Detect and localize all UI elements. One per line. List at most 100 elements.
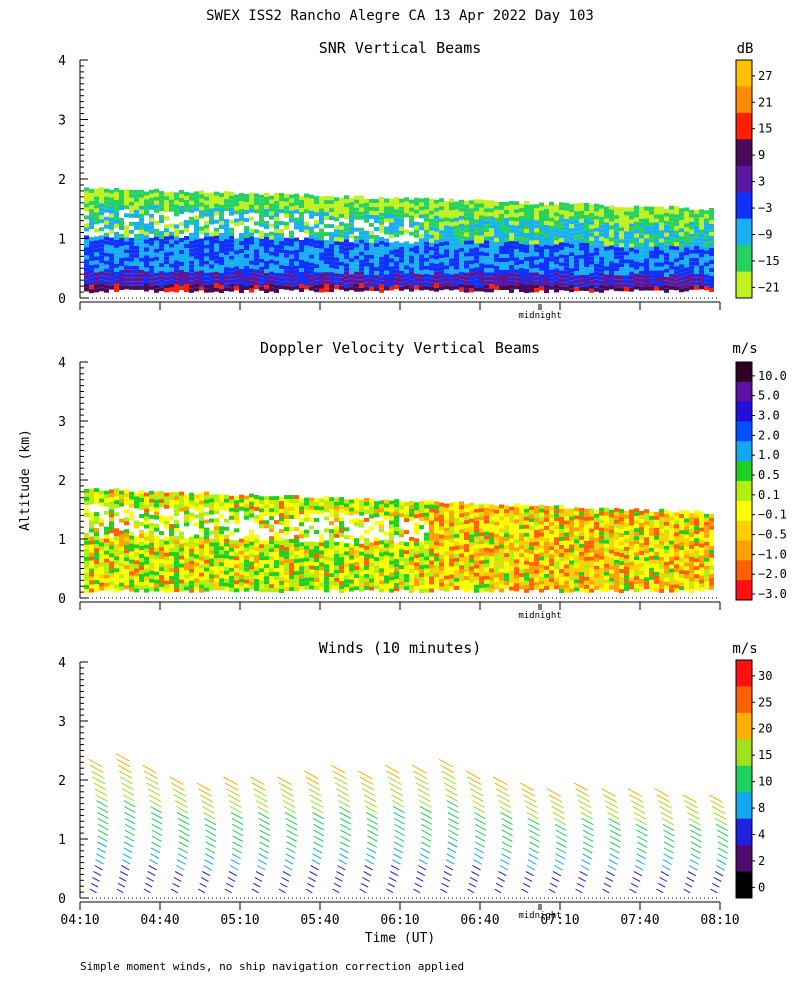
field-cell: [174, 556, 179, 561]
field-cell: [399, 565, 404, 570]
field-cell: [564, 548, 569, 553]
field-cell: [459, 545, 464, 550]
field-cell: [514, 201, 519, 206]
field-cell: [469, 538, 474, 543]
field-cell: [674, 258, 679, 263]
field-cell: [309, 194, 314, 199]
field-cell: [294, 543, 299, 548]
field-cell: [584, 552, 589, 557]
field-cell: [454, 529, 459, 534]
field-cell: [249, 513, 254, 518]
field-cell: [429, 262, 434, 267]
field-cell: [329, 200, 334, 205]
field-cell: [374, 271, 379, 276]
field-cell: [89, 209, 94, 214]
field-cell: [424, 504, 429, 509]
field-cell: [394, 503, 399, 508]
field-cell: [424, 249, 429, 254]
field-cell: [204, 256, 209, 261]
field-cell: [474, 271, 479, 276]
field-cell: [279, 585, 284, 589]
field-cell: [444, 269, 449, 274]
field-cell: [444, 563, 449, 568]
field-cell: [309, 573, 314, 578]
field-cell: [429, 254, 434, 259]
field-cell: [214, 243, 219, 248]
field-cell: [529, 204, 534, 209]
field-cell: [319, 534, 324, 539]
field-cell: [699, 249, 704, 254]
field-cell: [94, 256, 99, 261]
field-cell: [664, 216, 669, 221]
field-cell: [194, 570, 199, 575]
field-cell: [629, 247, 634, 252]
field-cell: [259, 552, 264, 557]
field-cell: [319, 288, 324, 293]
field-cell: [264, 241, 269, 245]
field-cell: [354, 518, 359, 523]
field-cell: [259, 250, 264, 255]
field-cell: [129, 277, 134, 282]
field-cell: [184, 220, 189, 224]
field-cell: [424, 217, 429, 222]
field-cell: [684, 259, 689, 264]
field-cell: [144, 207, 149, 212]
field-cell: [499, 504, 504, 509]
field-cell: [529, 268, 534, 273]
field-cell: [259, 548, 264, 553]
field-cell: [159, 499, 164, 504]
field-cell: [249, 232, 254, 237]
field-cell: [634, 281, 639, 286]
field-cell: [209, 570, 214, 575]
field-cell: [434, 267, 439, 272]
field-cell: [249, 545, 254, 550]
field-cell: [174, 208, 179, 213]
field-cell: [224, 534, 229, 539]
field-cell: [244, 495, 249, 500]
field-cell: [469, 566, 474, 571]
field-cell: [164, 216, 169, 221]
field-cell: [159, 567, 164, 572]
field-cell: [584, 211, 589, 215]
field-cell: [259, 230, 264, 235]
field-cell: [279, 241, 284, 246]
field-cell: [179, 230, 184, 234]
field-cell: [89, 277, 94, 282]
field-cell: [154, 535, 159, 540]
field-cell: [589, 240, 594, 245]
field-cell: [559, 282, 564, 287]
field-cell: [289, 278, 294, 283]
field-cell: [339, 521, 344, 526]
field-cell: [84, 223, 89, 228]
field-cell: [489, 200, 494, 205]
field-cell: [409, 207, 414, 212]
field-cell: [199, 246, 204, 251]
field-cell: [674, 262, 679, 267]
field-cell: [319, 220, 324, 225]
field-cell: [269, 568, 274, 573]
field-cell: [484, 559, 489, 564]
field-cell: [314, 212, 319, 217]
field-cell: [504, 234, 509, 238]
field-cell: [554, 541, 559, 546]
field-cell: [109, 577, 114, 582]
field-cell: [454, 225, 459, 230]
field-cell: [664, 248, 669, 253]
field-cell: [464, 584, 469, 589]
field-cell: [489, 248, 494, 253]
field-cell: [84, 283, 89, 288]
field-cell: [114, 540, 119, 545]
field-cell: [649, 234, 654, 239]
field-cell: [134, 221, 139, 226]
field-cell: [184, 244, 189, 248]
field-cell: [559, 541, 564, 545]
field-cell: [164, 552, 169, 557]
field-cell: [164, 492, 169, 497]
field-cell: [634, 257, 639, 262]
field-cell: [314, 288, 319, 293]
field-cell: [329, 565, 334, 570]
field-cell: [379, 240, 384, 245]
field-cell: [589, 544, 594, 549]
field-cell: [294, 571, 299, 576]
field-cell: [384, 206, 389, 211]
